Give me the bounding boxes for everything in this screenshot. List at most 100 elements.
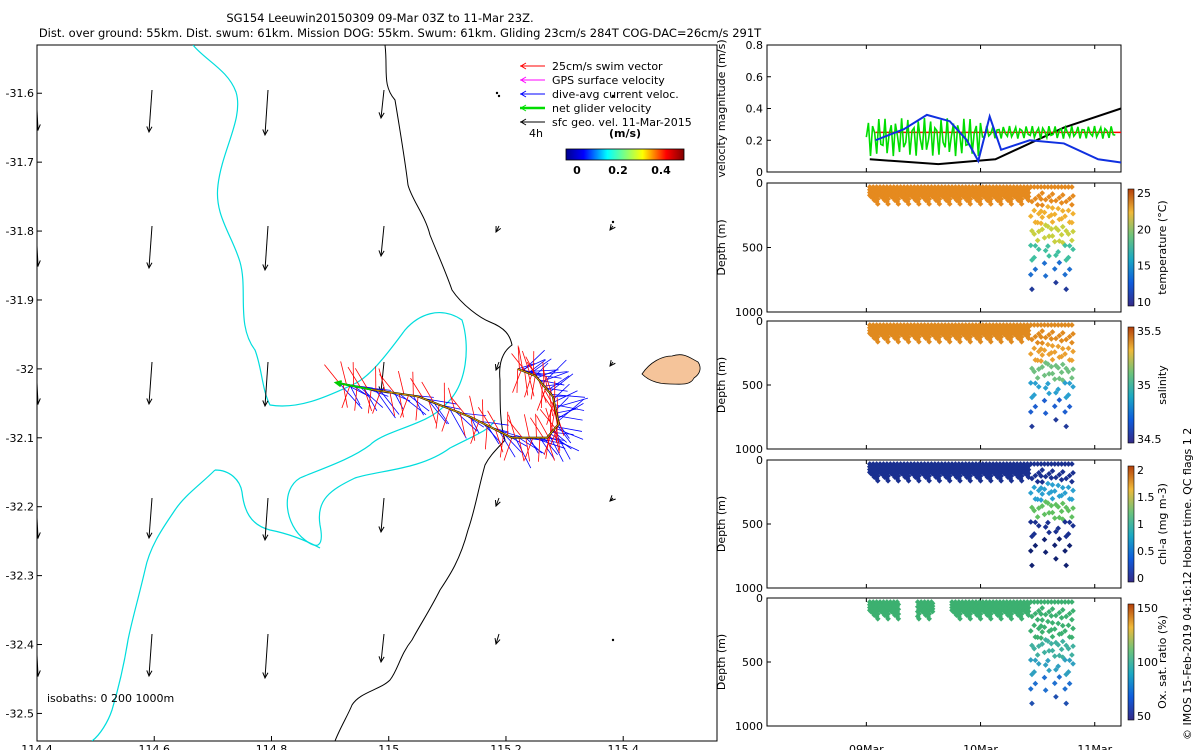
profile-sample <box>905 201 912 207</box>
profile-sample <box>1062 271 1068 278</box>
profile-sample <box>1055 620 1062 627</box>
profile-sample <box>1055 663 1062 670</box>
profile-sample <box>1032 610 1039 617</box>
profile-sample <box>1055 322 1062 328</box>
profile-sample <box>1051 599 1058 605</box>
profile-sample <box>1045 519 1051 526</box>
swim-vector <box>340 361 347 385</box>
profile-sample <box>1049 191 1056 197</box>
swim-vector <box>549 423 560 447</box>
profile-sample <box>1046 648 1052 654</box>
profile-sample <box>1059 622 1066 629</box>
profile-sample <box>1031 345 1038 352</box>
profile-sample <box>1062 548 1068 554</box>
time-tick-label: 10Mar <box>963 743 998 750</box>
profile-sample <box>1070 487 1076 494</box>
profile-sample <box>1046 331 1052 338</box>
profile-sample <box>1031 622 1038 629</box>
profile-sample <box>1065 184 1072 190</box>
swim-vector <box>530 375 536 400</box>
profile-sample <box>1066 242 1073 249</box>
profile-sample <box>1032 195 1039 202</box>
profile-sample <box>987 615 994 622</box>
profile-sample <box>926 615 932 622</box>
legend-label: net glider velocity <box>552 102 652 115</box>
profile-sample <box>1038 635 1044 641</box>
profile-sample <box>1049 482 1056 488</box>
profile-sample <box>1035 660 1042 667</box>
panel-ylabel: velocity magnitude (m/s) <box>715 39 728 177</box>
profile-sample <box>977 201 984 207</box>
geo-velocity-arrow <box>37 99 41 132</box>
current-vector <box>556 426 583 432</box>
profile-sample <box>1063 336 1070 343</box>
speed-colorbar <box>565 148 685 161</box>
profile-sample <box>905 338 912 345</box>
profile-sample <box>946 338 953 345</box>
profile-sample <box>1053 474 1059 481</box>
profile-sample <box>1031 507 1038 514</box>
swim-vector <box>542 362 545 387</box>
profile-sample <box>977 477 984 484</box>
swim-vector <box>372 390 381 414</box>
profile-sample <box>1035 383 1042 390</box>
profile-sample <box>1055 365 1062 371</box>
profile-sample <box>1031 599 1038 605</box>
current-vector <box>534 362 549 377</box>
panel-ytick-label: 1000 <box>735 582 763 595</box>
profile-sample <box>1056 471 1063 478</box>
isobath-200-line <box>192 45 496 546</box>
profile-sample <box>1051 184 1058 190</box>
profile-sample <box>1034 478 1041 485</box>
geo-velocity-arrow <box>378 497 385 534</box>
swim-vector <box>525 437 531 462</box>
current-vector <box>360 387 384 408</box>
swim-vector <box>363 388 373 412</box>
profile-sample <box>1049 647 1056 654</box>
time-tick-label: 11Mar <box>1077 743 1112 750</box>
profile-sample <box>1027 657 1034 663</box>
profile-sample <box>885 201 891 207</box>
net-glider-velocity-line <box>865 117 1116 157</box>
profile-sample <box>1056 609 1063 616</box>
swim-vector <box>535 413 537 438</box>
profile-sample <box>998 201 1004 207</box>
profile-sample <box>1055 248 1062 255</box>
profile-sample <box>1029 562 1035 569</box>
profile-sample <box>1046 608 1052 615</box>
profile-sample <box>1042 549 1049 556</box>
profile-sample <box>1046 194 1052 200</box>
profile-sample <box>1049 509 1056 516</box>
legend-item: sfc geo. vel. 11-Mar-2015 <box>520 116 692 129</box>
geo-velocity-arrow <box>146 633 153 678</box>
profile-sample <box>967 201 974 207</box>
current-vector <box>527 359 546 374</box>
profile-sample <box>1059 361 1066 368</box>
profile-sample <box>1034 339 1041 346</box>
profile-sample <box>1031 207 1038 214</box>
profile-sample <box>1045 618 1051 625</box>
profile-sample <box>1008 477 1015 484</box>
profile-sample <box>1053 335 1059 342</box>
geo-velocity-arrow <box>146 225 153 270</box>
profile-sample <box>1066 380 1073 387</box>
swim-vector <box>518 437 525 462</box>
profile-sample <box>1031 645 1038 652</box>
colorbar-tick-label: 20 <box>1137 223 1151 236</box>
colorbar-tick-2: 0.4 <box>651 164 671 177</box>
profile-sample <box>1048 226 1055 232</box>
profile-sample <box>1055 205 1062 212</box>
profile-sample <box>936 477 943 484</box>
credit-text: © IMOS 15-Feb-2019 04:16:12 Hobart time.… <box>1181 427 1194 740</box>
profile-sample <box>1018 615 1025 622</box>
map-ytick-label: -32.4 <box>6 639 34 652</box>
profile-sample <box>1058 508 1065 515</box>
profile-sample <box>1045 184 1051 190</box>
swim-vector <box>469 395 476 420</box>
profile-sample <box>1038 322 1044 328</box>
map-ytick-label: -32 <box>16 363 34 376</box>
profile-sample <box>1070 331 1076 337</box>
panel-frame <box>766 44 1122 173</box>
profile-sample <box>1048 599 1055 605</box>
